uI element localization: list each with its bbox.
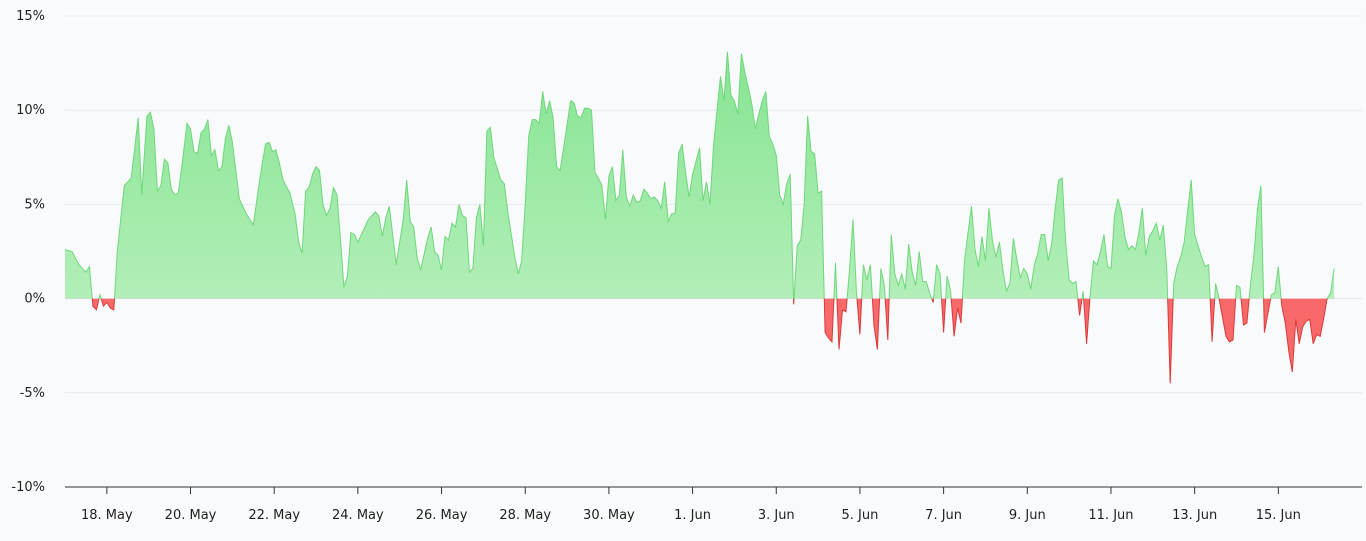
x-tick-label: 5. Jun: [842, 508, 879, 523]
x-tick-label: 26. May: [416, 508, 468, 523]
y-tick-label: -10%: [11, 480, 45, 495]
y-tick-label: 0%: [24, 292, 45, 307]
y-tick-label: 10%: [16, 103, 45, 118]
positive-area: [65, 51, 1335, 299]
x-tick-label: 28. May: [499, 508, 551, 523]
x-tick-label: 11. Jun: [1088, 508, 1133, 523]
x-tick-label: 22. May: [248, 508, 300, 523]
y-tick-label: -5%: [20, 386, 45, 401]
x-tick-label: 13. Jun: [1172, 508, 1217, 523]
positive-line: [65, 51, 1335, 299]
x-tick-label: 7. Jun: [925, 508, 962, 523]
x-tick-label: 18. May: [81, 508, 133, 523]
x-axis: 18. May 20. May 22. May 24. May 26. May 28. M…: [65, 486, 1362, 523]
y-axis-labels: 15% 10% 5% 0% -5% -10%: [11, 9, 45, 495]
x-tick-label: 30. May: [583, 508, 635, 523]
x-tick-label: 24. May: [332, 508, 384, 523]
x-tick-label: 1. Jun: [674, 508, 711, 523]
x-tick-label: 9. Jun: [1009, 508, 1046, 523]
series-layer: [65, 51, 1335, 384]
x-tick-label: 15. Jun: [1256, 508, 1301, 523]
x-tick-label: 20. May: [165, 508, 217, 523]
y-tick-label: 15%: [16, 9, 45, 24]
y-tick-label: 5%: [24, 197, 45, 212]
x-tick-label: 3. Jun: [758, 508, 795, 523]
